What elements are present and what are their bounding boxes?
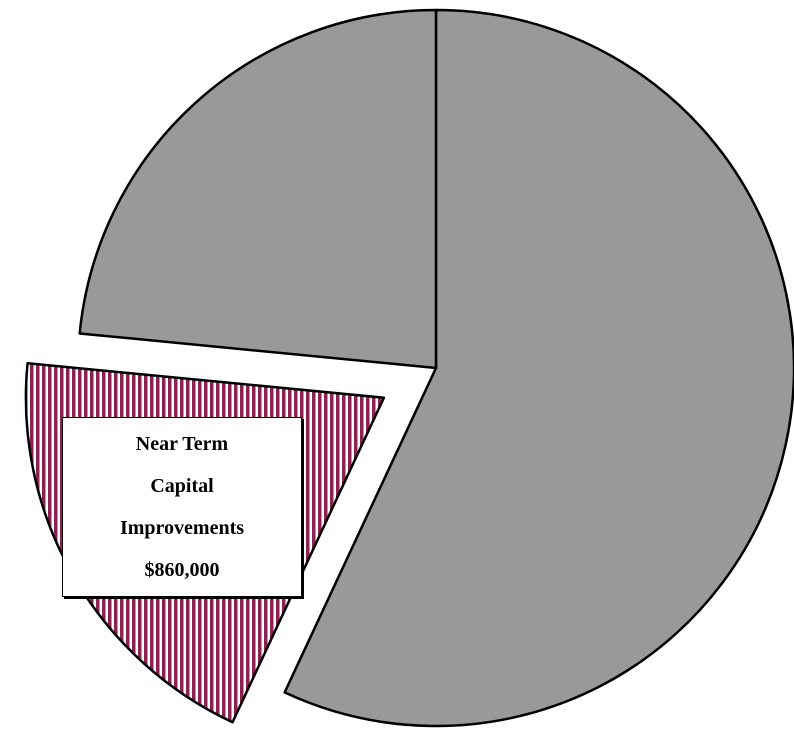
data-label-box: Near Term Capital Improvements $860,000	[62, 417, 302, 597]
slice-value-label: $860,000	[144, 559, 220, 581]
pie-slice	[78, 8, 438, 370]
slice-label: Near Term Capital Improvements	[119, 433, 245, 539]
pie-slice	[283, 8, 794, 728]
